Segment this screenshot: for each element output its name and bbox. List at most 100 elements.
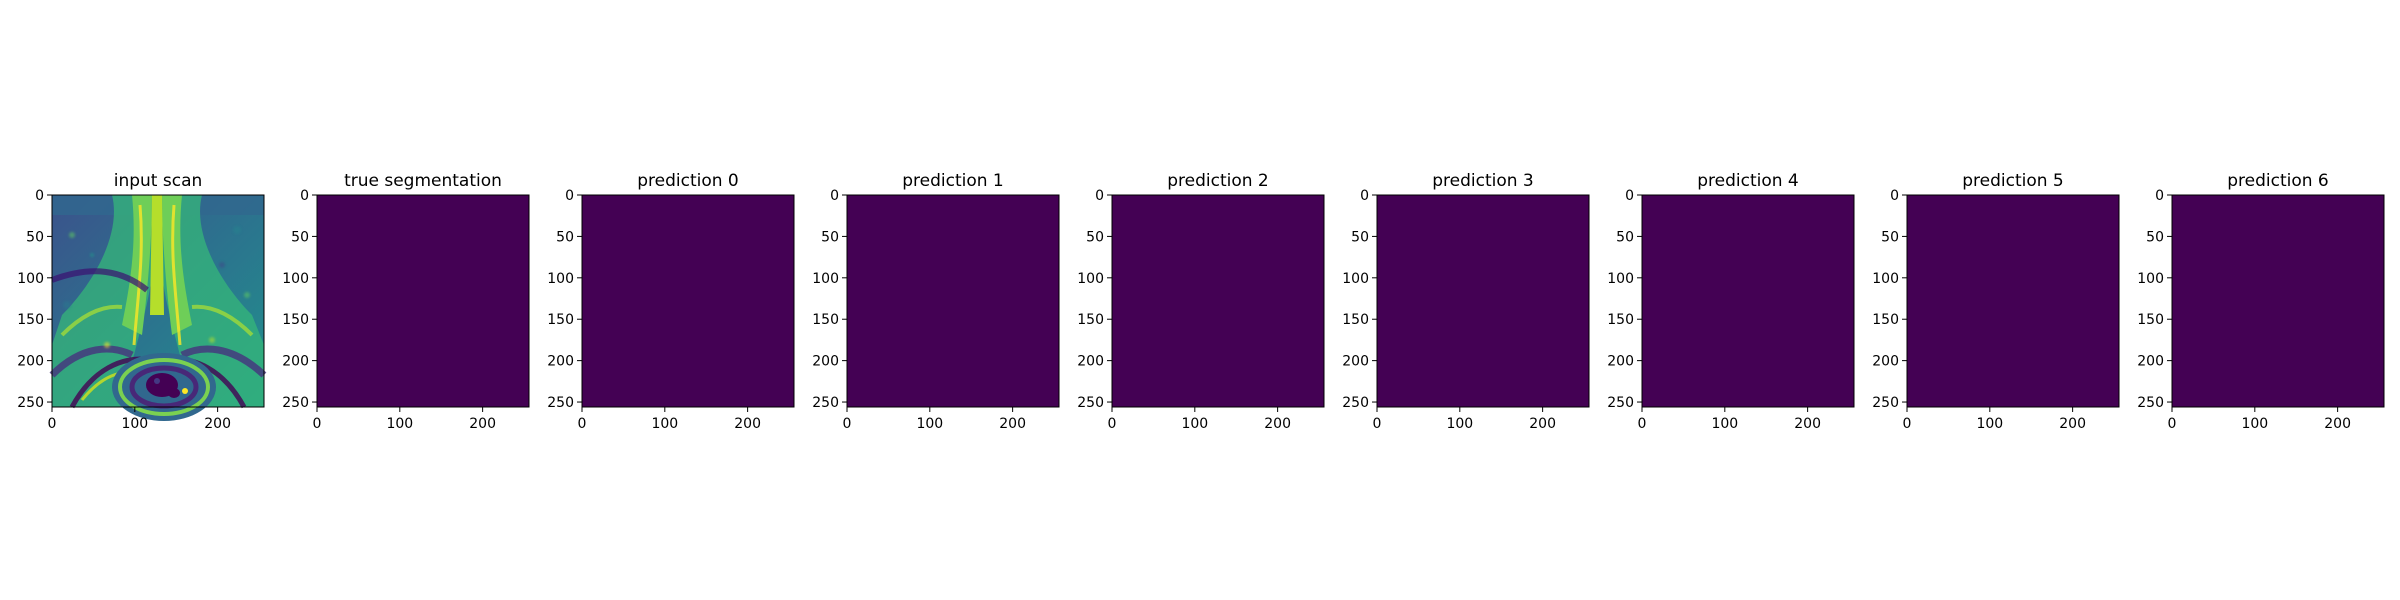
axes-frame <box>1641 194 1855 408</box>
x-tick-label: 100 <box>1976 416 2003 432</box>
axes-frame <box>1376 194 1590 408</box>
y-tick-label: 50 <box>1351 229 1369 245</box>
y-tick-label: 150 <box>282 312 309 328</box>
y-tick-label: 0 <box>565 188 574 204</box>
y-tick-label: 250 <box>1872 395 1899 411</box>
y-tick-label: 200 <box>17 354 44 370</box>
x-tick-label: 100 <box>1446 416 1473 432</box>
x-tick-label: 200 <box>2324 416 2351 432</box>
axes-frame <box>1906 194 2120 408</box>
x-tick-label: 200 <box>999 416 1026 432</box>
panel-title: prediction 2 <box>1167 171 1269 191</box>
panel-title: prediction 0 <box>637 171 739 191</box>
axes-frame <box>316 194 530 408</box>
y-tick-label: 100 <box>17 271 44 287</box>
x-tick-label: 0 <box>1638 416 1647 432</box>
x-tick-label: 200 <box>1264 416 1291 432</box>
x-tick-label: 200 <box>1794 416 1821 432</box>
y-tick-label: 200 <box>1077 354 1104 370</box>
x-tick-label: 0 <box>1903 416 1912 432</box>
panel-1: true segmentation 0 100 200 0 50 100 150 200 250 <box>282 171 530 432</box>
y-tick-label: 0 <box>2155 188 2164 204</box>
panel-image <box>1642 195 1854 407</box>
axes-frame <box>2171 194 2385 408</box>
panel-title: prediction 3 <box>1432 171 1534 191</box>
y-tick-label: 250 <box>282 395 309 411</box>
y-tick-label: 100 <box>282 271 309 287</box>
y-tick-label: 200 <box>1342 354 1369 370</box>
x-tick-label: 200 <box>2059 416 2086 432</box>
y-tick-label: 100 <box>1872 271 1899 287</box>
axes-frame <box>1111 194 1325 408</box>
y-tick-label: 200 <box>1872 354 1899 370</box>
x-tick-label: 0 <box>578 416 587 432</box>
y-tick-label: 200 <box>282 354 309 370</box>
x-tick-label: 0 <box>313 416 322 432</box>
y-tick-label: 50 <box>26 229 44 245</box>
y-tick-label: 0 <box>830 188 839 204</box>
y-tick-label: 0 <box>300 188 309 204</box>
panel-2: prediction 0 0 100 200 0 50 100 150 200 250 <box>547 171 795 432</box>
y-tick-label: 200 <box>547 354 574 370</box>
panel-image <box>847 195 1059 407</box>
y-tick-label: 100 <box>547 271 574 287</box>
x-tick-label: 0 <box>1373 416 1382 432</box>
panel-title: prediction 4 <box>1697 171 1799 191</box>
y-tick-label: 150 <box>2137 312 2164 328</box>
panel-image <box>1907 195 2119 407</box>
panel-title: prediction 5 <box>1962 171 2064 191</box>
y-tick-label: 150 <box>547 312 574 328</box>
axes-frame <box>51 194 265 408</box>
panel-7: prediction 5 0 100 200 0 50 100 150 200 250 <box>1872 171 2120 432</box>
x-tick-label: 200 <box>469 416 496 432</box>
axes-frame <box>846 194 1060 408</box>
y-tick-label: 150 <box>1872 312 1899 328</box>
x-tick-label: 100 <box>2241 416 2268 432</box>
x-tick-label: 100 <box>1181 416 1208 432</box>
x-tick-label: 100 <box>1711 416 1738 432</box>
panel-image <box>317 195 529 407</box>
x-tick-label: 100 <box>916 416 943 432</box>
x-tick-label: 0 <box>2168 416 2177 432</box>
y-tick-label: 250 <box>547 395 574 411</box>
panel-image <box>582 195 794 407</box>
panel-title: true segmentation <box>344 171 502 191</box>
y-tick-label: 100 <box>1607 271 1634 287</box>
y-tick-label: 50 <box>821 229 839 245</box>
y-tick-label: 250 <box>1342 395 1369 411</box>
panel-0: input scan 0 100 200 0 50 100 150 200 250 <box>17 171 264 432</box>
y-tick-label: 250 <box>17 395 44 411</box>
panel-title: input scan <box>114 171 203 191</box>
y-tick-label: 0 <box>1890 188 1899 204</box>
x-tick-label: 200 <box>204 416 231 432</box>
panel-image <box>2172 195 2384 407</box>
panel-8: prediction 6 0 100 200 0 50 100 150 200 250 <box>2137 171 2385 432</box>
y-tick-label: 0 <box>35 188 44 204</box>
y-tick-label: 100 <box>812 271 839 287</box>
x-tick-label: 200 <box>1529 416 1556 432</box>
y-tick-label: 100 <box>1342 271 1369 287</box>
y-tick-label: 0 <box>1625 188 1634 204</box>
panel-3: prediction 1 0 100 200 0 50 100 150 200 250 <box>812 171 1060 432</box>
y-tick-label: 250 <box>1077 395 1104 411</box>
y-tick-label: 200 <box>2137 354 2164 370</box>
y-tick-label: 150 <box>17 312 44 328</box>
y-tick-label: 50 <box>1616 229 1634 245</box>
y-tick-label: 50 <box>2146 229 2164 245</box>
x-tick-label: 0 <box>843 416 852 432</box>
panel-title: prediction 1 <box>902 171 1004 191</box>
x-tick-label: 0 <box>1108 416 1117 432</box>
axes-frame <box>581 194 795 408</box>
y-tick-label: 250 <box>2137 395 2164 411</box>
panel-image <box>1377 195 1589 407</box>
y-tick-label: 50 <box>1881 229 1899 245</box>
y-tick-label: 50 <box>291 229 309 245</box>
panel-5: prediction 3 0 100 200 0 50 100 150 200 250 <box>1342 171 1590 432</box>
y-tick-label: 200 <box>812 354 839 370</box>
x-tick-label: 200 <box>734 416 761 432</box>
panel-title: prediction 6 <box>2227 171 2329 191</box>
y-tick-label: 250 <box>1607 395 1634 411</box>
x-tick-label: 100 <box>121 416 148 432</box>
scan-image <box>52 195 264 421</box>
panel-image <box>1112 195 1324 407</box>
